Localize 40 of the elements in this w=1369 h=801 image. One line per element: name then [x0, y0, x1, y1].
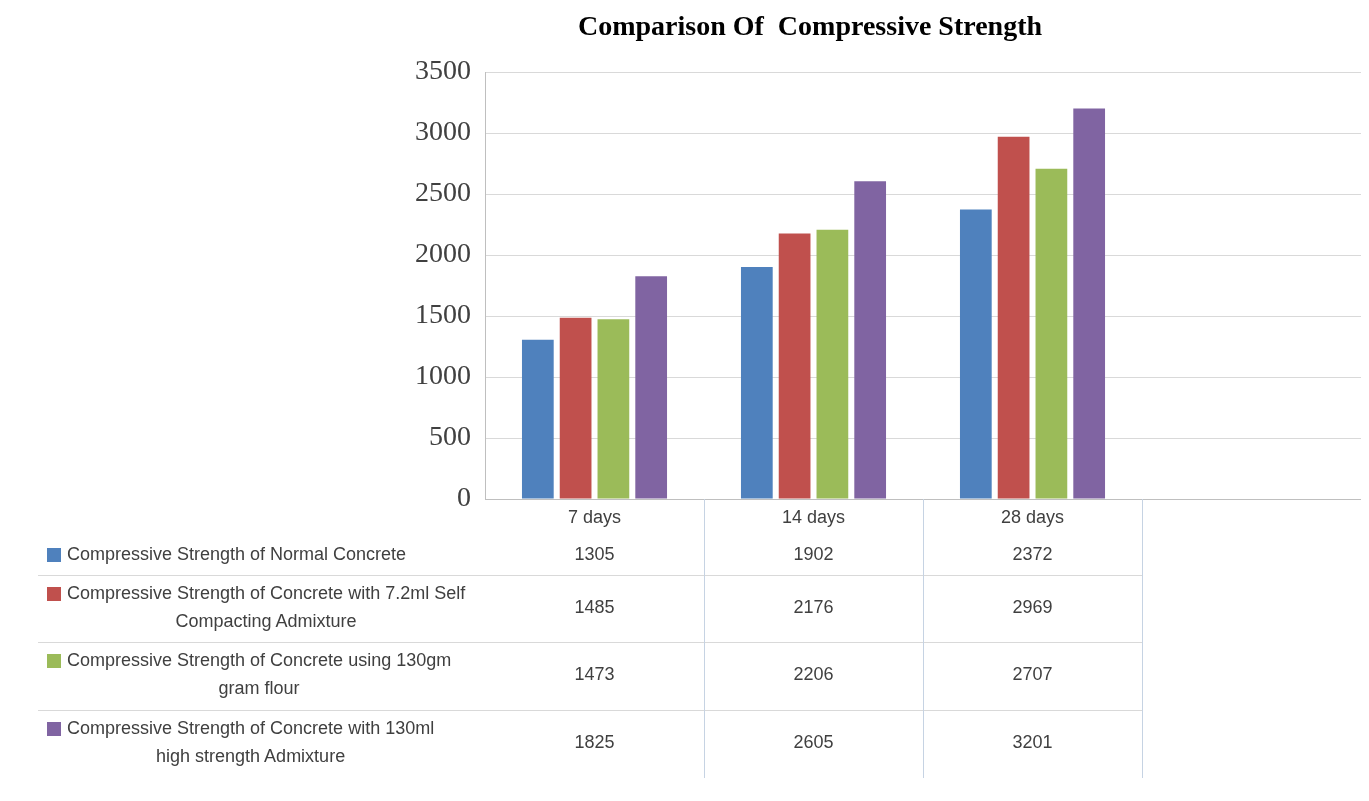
bar: [1073, 108, 1106, 499]
data-label: 2176: [793, 596, 834, 617]
data-label: 2969: [1012, 596, 1053, 617]
legend-label: Compressive Strength of Normal Concrete: [67, 543, 407, 564]
bar: [635, 276, 668, 499]
x-tick-label: 7 days: [567, 506, 622, 527]
legend-label: Compressive Strength of Concrete using 130gm gram flour: [67, 649, 452, 698]
y-tick-label: 3000: [415, 115, 471, 147]
bar: [1035, 168, 1068, 499]
data-label: 1473: [574, 663, 615, 684]
x-tick-label: 28 days: [1000, 506, 1065, 527]
x-tick-label: 14 days: [781, 506, 846, 527]
data-label: 2605: [793, 731, 834, 752]
y-tick-label: 3500: [415, 54, 471, 86]
bar: [959, 209, 992, 499]
data-label: 1902: [793, 543, 834, 564]
legend-label: Compressive Strength of Concrete with 7.2ml Self Compacting Admixture: [67, 582, 467, 631]
y-tick-label: 0: [457, 481, 471, 513]
y-tick-label: 500: [429, 420, 471, 452]
data-label: 1305: [574, 543, 615, 564]
data-label: 3201: [1012, 731, 1053, 752]
y-tick-label: 2000: [415, 237, 471, 269]
data-label: 1825: [574, 731, 615, 752]
legend-label: Compressive Strength of Concrete with 130ml high strength Admixture: [67, 717, 435, 766]
data-label: 2206: [793, 663, 834, 684]
chart-title: Comparison Of Compressive Strength: [577, 10, 1043, 42]
bar: [597, 319, 630, 499]
bar: [854, 181, 887, 499]
bar: [997, 136, 1030, 499]
bar: [740, 266, 773, 499]
y-tick-label: 2500: [415, 176, 471, 208]
data-label: 2372: [1012, 543, 1053, 564]
bar: [778, 233, 811, 499]
bar: [521, 339, 554, 499]
data-label: 1485: [574, 596, 615, 617]
y-tick-label: 1500: [415, 298, 471, 330]
data-label: 2707: [1012, 663, 1053, 684]
y-tick-label: 1000: [415, 359, 471, 391]
bar: [816, 229, 849, 499]
bar: [559, 317, 592, 499]
